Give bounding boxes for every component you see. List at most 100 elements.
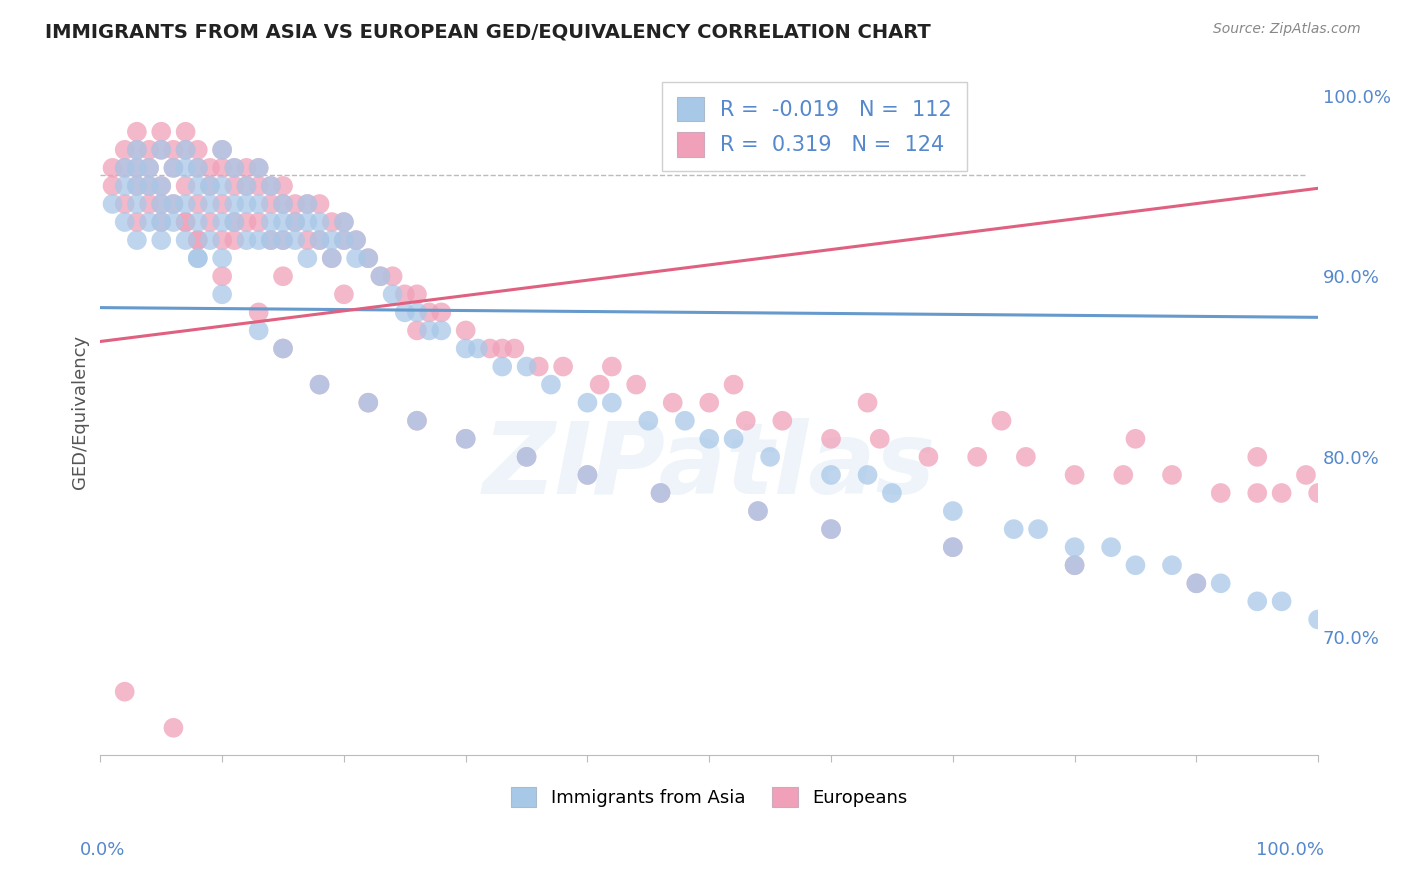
Point (1026, 522, 1049, 536)
Point (247, 215, 270, 229)
Point (150, 197, 173, 211)
Point (297, 197, 319, 211)
Point (942, 504, 965, 518)
Point (125, 125, 148, 139)
Point (211, 143, 233, 157)
Point (271, 197, 294, 211)
Point (247, 233, 270, 247)
Point (856, 467, 879, 482)
Point (600, 359, 623, 374)
Point (224, 215, 246, 229)
Point (297, 233, 319, 247)
Point (344, 233, 367, 247)
Point (247, 161, 270, 175)
Point (1246, 594, 1268, 608)
Point (1209, 576, 1232, 591)
Point (174, 215, 197, 229)
Point (125, 161, 148, 175)
Point (235, 215, 257, 229)
Point (125, 143, 148, 157)
Point (187, 233, 209, 247)
Point (418, 323, 440, 337)
Point (308, 233, 330, 247)
Point (150, 143, 173, 157)
Point (734, 414, 756, 428)
Point (1295, 467, 1317, 482)
Point (650, 486, 672, 500)
Point (1271, 486, 1294, 500)
Point (150, 143, 173, 157)
Point (187, 143, 209, 157)
Point (1015, 450, 1038, 464)
Point (454, 342, 477, 356)
Point (454, 432, 477, 446)
Point (138, 215, 160, 229)
Point (869, 432, 891, 446)
Point (673, 414, 696, 428)
Point (187, 178, 209, 193)
Point (198, 197, 221, 211)
Point (198, 178, 221, 193)
Point (162, 161, 184, 175)
Point (284, 197, 307, 211)
Point (576, 467, 599, 482)
Point (174, 143, 197, 157)
Point (1099, 540, 1122, 554)
Point (344, 233, 367, 247)
Point (1308, 612, 1330, 626)
Point (284, 233, 307, 247)
Point (138, 197, 160, 211)
Point (150, 178, 173, 193)
Point (467, 342, 489, 356)
Point (198, 178, 221, 193)
Point (553, 359, 575, 374)
Point (942, 540, 965, 554)
Point (101, 197, 124, 211)
Point (491, 342, 513, 356)
Point (211, 178, 233, 193)
Point (150, 197, 173, 211)
Point (125, 178, 148, 193)
Point (162, 143, 184, 157)
Point (271, 197, 294, 211)
Point (235, 233, 257, 247)
Point (1271, 594, 1294, 608)
Point (723, 377, 745, 392)
Point (454, 432, 477, 446)
Point (357, 251, 380, 265)
Point (247, 305, 270, 319)
Point (1063, 558, 1085, 573)
Point (125, 215, 148, 229)
Point (1125, 432, 1147, 446)
Point (637, 414, 659, 428)
Point (942, 540, 965, 554)
Point (516, 450, 538, 464)
Point (381, 269, 404, 284)
Point (990, 414, 1012, 428)
Text: 100.0%: 100.0% (1257, 841, 1324, 859)
Point (138, 178, 160, 193)
Point (101, 161, 124, 175)
Point (697, 432, 720, 446)
Point (114, 161, 136, 175)
Point (661, 395, 683, 409)
Point (138, 161, 160, 175)
Point (125, 178, 148, 193)
Point (174, 215, 197, 229)
Point (235, 178, 257, 193)
Point (247, 178, 270, 193)
Y-axis label: GED/Equivalency: GED/Equivalency (72, 334, 89, 489)
Point (224, 215, 246, 229)
Point (394, 305, 416, 319)
Point (503, 342, 526, 356)
Point (271, 342, 294, 356)
Point (406, 323, 429, 337)
Point (284, 215, 307, 229)
Point (114, 197, 136, 211)
Point (723, 432, 745, 446)
Point (247, 197, 270, 211)
Point (357, 395, 380, 409)
Point (406, 287, 429, 301)
Point (966, 450, 988, 464)
Point (820, 522, 842, 536)
